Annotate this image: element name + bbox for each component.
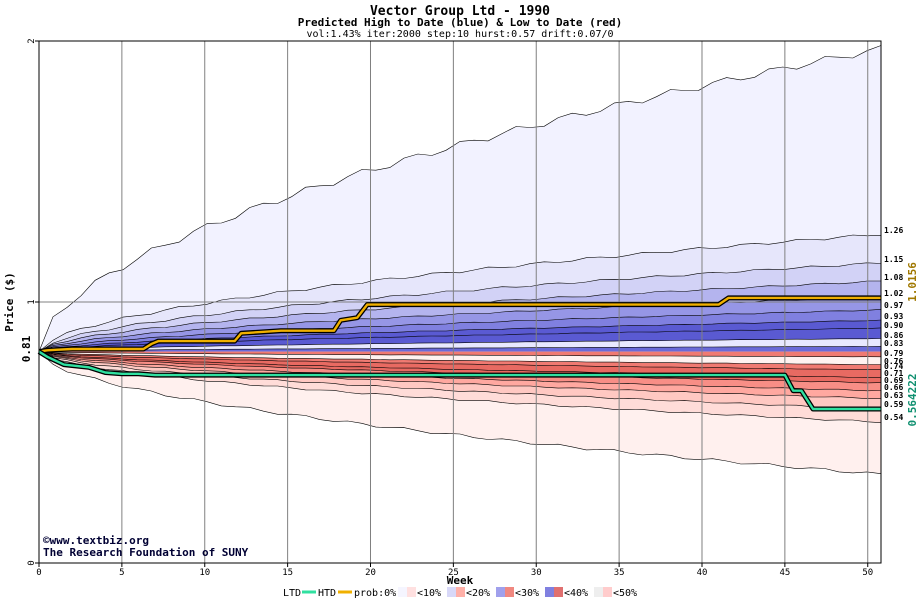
band-end-label: 0.97: [884, 301, 903, 310]
low-end-value-label: 0.564222: [906, 374, 919, 427]
lower-band: [39, 351, 881, 423]
copyright-text: ©www.textbiz.org: [43, 534, 149, 547]
legend-swatch-blue: [398, 587, 407, 597]
x-tick-label: 50: [862, 568, 873, 578]
band-end-label: 0.71: [884, 369, 903, 378]
band-end-label: 0.86: [884, 331, 903, 340]
lower-band: [39, 351, 881, 410]
band-end-label: 1.15: [884, 255, 903, 264]
upper-band: [39, 309, 881, 352]
band-end-label: 0.76: [884, 357, 903, 366]
band-boundary-line: [38, 351, 882, 392]
band-end-label: 0.90: [884, 321, 903, 330]
band-boundary-line: [38, 351, 882, 358]
band-boundary-line: [38, 351, 881, 365]
upper-band: [39, 296, 881, 352]
legend-item-label: <50%: [613, 588, 637, 599]
high-end-value-label: 1.0156: [906, 262, 919, 302]
band-boundary-line: [38, 262, 882, 352]
band-boundary-line: [38, 351, 882, 474]
lower-band: [39, 351, 881, 391]
lower-band: [39, 351, 881, 399]
band-end-label: 0.93: [884, 312, 903, 321]
y-axis-ticks: 0 1 2: [27, 38, 39, 566]
legend-item-label: <40%: [564, 588, 588, 599]
series-group: [37, 295, 881, 412]
x-tick-label: 45: [779, 568, 790, 578]
legend-prob-label: prob:0%: [354, 588, 396, 599]
center-band-upper: [39, 338, 881, 352]
grid: [39, 41, 881, 563]
legend-swatch-red: [407, 587, 416, 597]
chart-title: Vector Group Ltd - 1990: [370, 4, 550, 19]
x-tick-label: 10: [199, 568, 210, 578]
legend-item-label: <10%: [417, 588, 441, 599]
legend-swatch-red: [456, 587, 465, 597]
start-value-label: 0.81: [20, 335, 33, 362]
band-end-label: 0.74: [884, 362, 903, 371]
y-axis-label: Price ($): [3, 272, 16, 332]
x-tick-label: 40: [697, 568, 708, 578]
band-end-label: 0.66: [884, 383, 903, 392]
y-tick-label: 1: [27, 299, 37, 304]
x-axis-ticks: 0 5 10 15 20 25 30 35 40 45 50: [36, 563, 873, 578]
upper-band: [39, 281, 881, 352]
band-end-labels: 1.26 1.15 1.08 1.02 0.97 0.930.900.860.830.79…: [884, 226, 903, 422]
upper-band: [39, 45, 881, 352]
legend-swatch-blue: [594, 587, 603, 597]
legend-swatch-red: [505, 587, 514, 597]
htd-line: [38, 296, 881, 353]
lower-band: [39, 351, 881, 474]
chart-subtitle: Predicted High to Date (blue) & Low to D…: [298, 16, 623, 29]
center-band-lower: [39, 351, 881, 365]
ltd-line: [38, 350, 881, 411]
legend-swatch-blue: [496, 587, 505, 597]
x-tick-label: 5: [119, 568, 124, 578]
band-end-label: 1.26: [884, 226, 903, 235]
x-tick-label: 35: [614, 568, 625, 578]
x-axis-label: Week: [447, 574, 474, 587]
band-boundary-line: [38, 45, 882, 352]
band-end-label: 1.08: [884, 273, 903, 282]
band-end-label: 1.02: [884, 289, 903, 298]
band-boundary-line: [38, 346, 882, 352]
legend: LTD HTD prob:0% <10% <20% <30% <40% <50%: [283, 587, 637, 599]
legend-htd-label: HTD: [318, 588, 336, 599]
band-boundary-line: [38, 338, 882, 352]
band-end-label: 0.59: [884, 400, 903, 409]
x-tick-label: 25: [448, 568, 459, 578]
y-tick-label: 2: [27, 38, 37, 43]
band-end-label: 0.54: [884, 413, 903, 422]
band-end-label: 0.79: [884, 349, 903, 358]
x-tick-label: 20: [365, 568, 376, 578]
legend-ltd-label: LTD: [283, 588, 301, 599]
band-boundary-line: [38, 234, 882, 352]
band-end-label: 0.83: [884, 339, 903, 348]
legend-item-label: <30%: [515, 588, 539, 599]
band-boundary-line: [38, 351, 882, 370]
legend-swatch-blue: [545, 587, 554, 597]
upper-band: [39, 262, 881, 352]
legend-item-label: <20%: [466, 588, 490, 599]
legend-swatch-red: [554, 587, 563, 597]
x-tick-label: 30: [531, 568, 542, 578]
x-tick-label: 15: [282, 568, 293, 578]
organization-text: The Research Foundation of SUNY: [43, 546, 249, 559]
band-end-label: 0.69: [884, 376, 903, 385]
chart-params: vol:1.43% iter:2000 step:10 hurst:0.57 d…: [306, 29, 613, 40]
legend-swatch-red: [603, 587, 612, 597]
band-boundary-line: [38, 309, 882, 352]
upper-band: [39, 235, 881, 352]
band-boundary-line: [38, 351, 882, 400]
legend-swatch-blue: [447, 587, 456, 597]
y-tick-label: 0: [27, 560, 37, 565]
x-tick-label: 0: [36, 568, 41, 578]
band-end-label: 0.63: [884, 391, 903, 400]
